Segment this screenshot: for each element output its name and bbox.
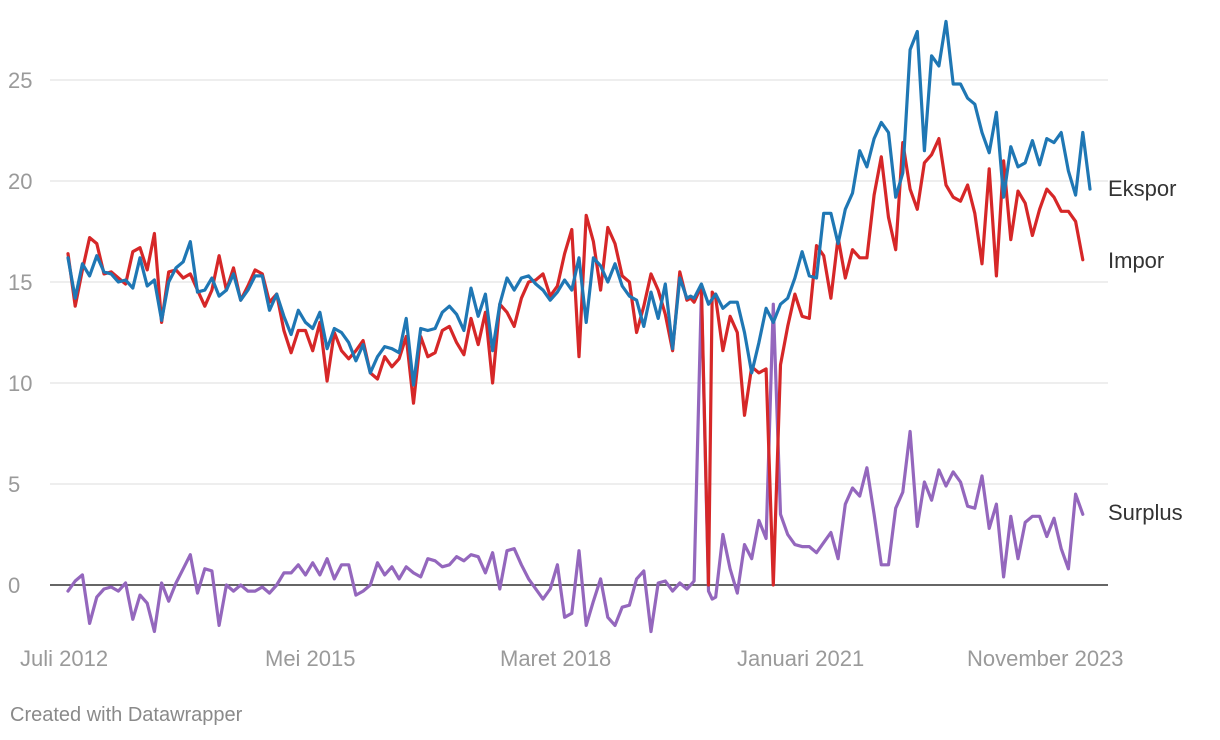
y-tick-label-0: 0	[8, 573, 20, 598]
y-tick-label-25: 25	[8, 68, 32, 93]
series-label-surplus: Surplus	[1108, 500, 1183, 525]
y-tick-label-5: 5	[8, 472, 20, 497]
series-label-ekspor: Ekspor	[1108, 176, 1176, 201]
x-tick-label-4: Januari 2021	[737, 646, 864, 671]
series-lines	[66, 19, 1092, 634]
x-tick-label-5: November 2023	[967, 646, 1124, 671]
gridlines	[50, 79, 1108, 586]
footer-credit: Created with Datawrapper	[10, 704, 243, 726]
series-line-surplus	[66, 290, 1085, 634]
y-axis-ticks: 0 5 10 15 20 25	[8, 68, 32, 598]
x-tick-label-1: Juli 2012	[20, 646, 108, 671]
series-line-impor	[66, 137, 1085, 587]
x-axis-ticks: Juli 2012 Mei 2015 Maret 2018 Januari 2021 N…	[20, 646, 1124, 671]
y-tick-label-20: 20	[8, 169, 32, 194]
series-labels: Ekspor Impor Surplus	[1108, 176, 1183, 525]
x-tick-label-3: Maret 2018	[500, 646, 611, 671]
x-tick-label-2: Mei 2015	[265, 646, 356, 671]
y-tick-label-10: 10	[8, 371, 32, 396]
y-tick-label-15: 15	[8, 270, 32, 295]
series-line-ekspor	[66, 19, 1092, 387]
series-label-impor: Impor	[1108, 248, 1164, 273]
